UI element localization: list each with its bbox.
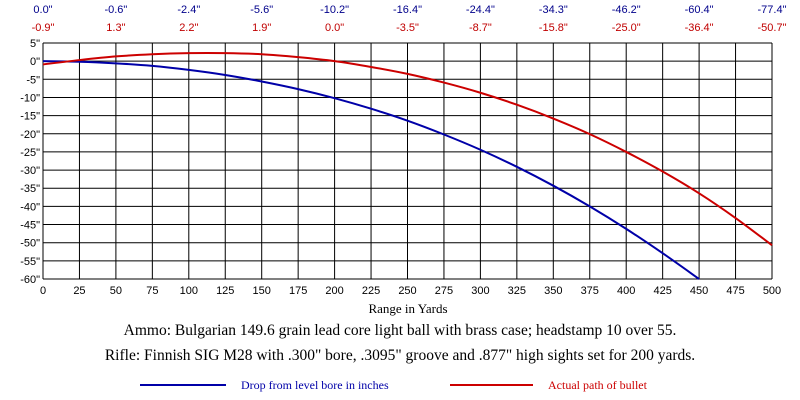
top-drop-label: -2.4"	[177, 4, 200, 16]
legend-drop-label: Drop from level bore in inches	[241, 378, 389, 392]
x-tick-label: 50	[110, 285, 122, 297]
x-tick-label: 500	[763, 285, 781, 297]
y-tick-label: -25"	[20, 147, 40, 159]
x-tick-label: 300	[471, 285, 489, 297]
x-tick-label: 100	[180, 285, 198, 297]
y-tick-label: -20"	[20, 129, 40, 141]
y-tick-label: -50"	[20, 238, 40, 250]
x-tick-label: 250	[398, 285, 416, 297]
top-drop-label: -16.4"	[393, 4, 422, 16]
top-path-label: -3.5"	[396, 22, 419, 34]
x-tick-label: 25	[73, 285, 85, 297]
x-tick-label: 0	[40, 285, 46, 297]
x-tick-label: 400	[617, 285, 635, 297]
y-tick-label: -30"	[20, 165, 40, 177]
top-path-label: 0.0"	[325, 22, 344, 34]
x-tick-label: 225	[362, 285, 380, 297]
top-path-label: -0.9"	[32, 22, 55, 34]
x-axis-label: Range in Yards	[368, 301, 447, 316]
rifle-caption: Rifle: Finnish SIG M28 with .300" bore, …	[104, 347, 696, 364]
top-path-label: -50.7"	[758, 22, 787, 34]
top-drop-label: 0.0"	[33, 4, 52, 16]
top-path-label: 1.9"	[252, 22, 271, 34]
top-path-label: 2.2"	[179, 22, 198, 34]
y-axis-ticks: 5" 0" -5" -10" -15" -20" -25" -30" -35" -40" -45" -…	[20, 38, 40, 286]
top-drop-label: -10.2"	[320, 4, 349, 16]
x-tick-label: 125	[216, 285, 234, 297]
legend-path-label: Actual path of bullet	[548, 378, 648, 392]
y-tick-label: -35"	[20, 183, 40, 195]
top-value-labels: 0.0" -0.9" -0.6" 1.3" -2.4" 2.2" -5.6" 1.9" -10.…	[32, 4, 787, 34]
y-tick-label: -40"	[20, 201, 40, 213]
top-drop-label: -34.3"	[539, 4, 568, 16]
top-path-label: 1.3"	[106, 22, 125, 34]
chart-grid	[42, 42, 773, 280]
y-tick-label: -5"	[26, 74, 40, 86]
top-drop-label: -24.4"	[466, 4, 495, 16]
x-tick-label: 175	[289, 285, 307, 297]
y-tick-label: -10"	[20, 92, 40, 104]
chart-legend: Drop from level bore in inches Actual pa…	[140, 378, 648, 392]
y-tick-label: -60"	[20, 274, 40, 286]
x-tick-label: 275	[435, 285, 453, 297]
series-line-path	[42, 52, 773, 247]
top-drop-label: -0.6"	[104, 4, 127, 16]
x-tick-label: 375	[581, 285, 599, 297]
top-path-label: -25.0"	[612, 22, 641, 34]
x-tick-label: 200	[325, 285, 343, 297]
top-drop-label: -5.6"	[250, 4, 273, 16]
top-drop-label: -60.4"	[685, 4, 714, 16]
x-tick-label: 325	[508, 285, 526, 297]
x-tick-label: 450	[690, 285, 708, 297]
top-drop-label: -46.2"	[612, 4, 641, 16]
x-tick-label: 150	[253, 285, 271, 297]
ammo-caption: Ammo: Bulgarian 149.6 grain lead core li…	[123, 322, 677, 339]
top-path-label: -36.4"	[685, 22, 714, 34]
y-tick-label: -55"	[20, 256, 40, 268]
y-tick-label: 0"	[30, 56, 40, 68]
x-tick-label: 350	[544, 285, 562, 297]
top-path-label: -15.8"	[539, 22, 568, 34]
top-drop-label: -77.4"	[758, 4, 787, 16]
x-axis-ticks: 0 25 50 75 100 125 150 175 200 225 250 275 300 325 350…	[40, 285, 781, 297]
y-tick-label: -45"	[20, 220, 40, 232]
x-tick-label: 425	[653, 285, 671, 297]
y-tick-label: -15"	[20, 111, 40, 123]
y-tick-label: 5"	[30, 38, 40, 50]
x-tick-label: 475	[726, 285, 744, 297]
chart-series	[42, 52, 773, 280]
x-tick-label: 75	[146, 285, 158, 297]
top-path-label: -8.7"	[469, 22, 492, 34]
series-line-drop	[42, 60, 700, 280]
